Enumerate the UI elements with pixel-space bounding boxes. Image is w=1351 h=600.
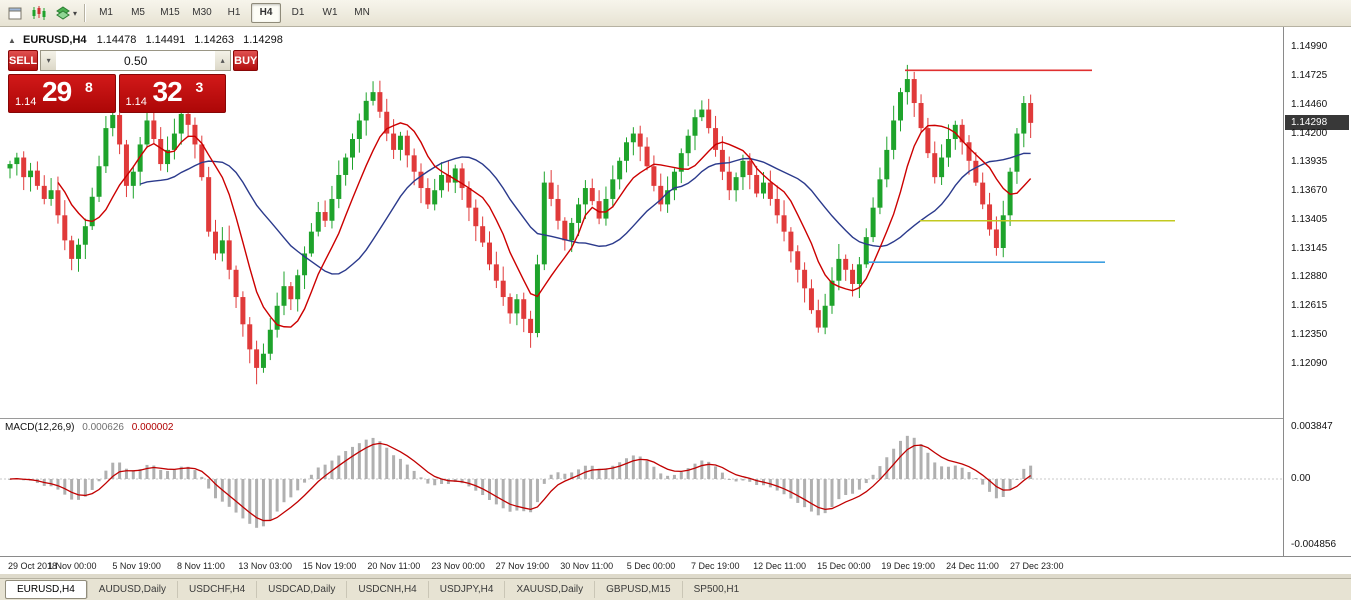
macd-indicator-label: MACD(12,26,9) 0.000626 0.000002 [5, 422, 173, 433]
toolbar-separator [84, 4, 86, 22]
sell-button[interactable]: SELL [8, 50, 39, 71]
time-axis-label: 27 Dec 23:00 [1010, 561, 1064, 571]
tf-button-d1[interactable]: D1 [291, 7, 305, 18]
time-axis-label: 30 Nov 11:00 [560, 561, 614, 571]
macd-scale-label: 0.00 [1291, 473, 1311, 484]
window-glyph [8, 7, 22, 19]
tab-usdcnh-h4[interactable]: USDCNH,H4 [346, 581, 427, 598]
price-tick-label: 1.12090 [1291, 357, 1328, 369]
tab-usdcad-daily[interactable]: USDCAD,Daily [256, 581, 346, 598]
buy-price-prefix: 1.14 [125, 96, 147, 108]
chart-window: ▲ EURUSD,H4 1.14478 1.14491 1.14263 1.14… [0, 27, 1351, 600]
volume-increase-button[interactable]: ▴ [215, 51, 231, 70]
time-axis-label: 15 Nov 19:00 [302, 561, 357, 571]
sell-price-prefix: 1.14 [15, 96, 37, 108]
volume-decrease-button[interactable]: ▾ [41, 51, 57, 70]
tab-audusd-daily[interactable]: AUDUSD,Daily [86, 581, 177, 598]
time-axis-label: 19 Dec 19:00 [881, 561, 935, 571]
tab-sp500-h1[interactable]: SP500,H1 [681, 581, 751, 598]
price-tick-label: 1.12880 [1291, 271, 1328, 283]
buy-price-sup: 3 [195, 79, 204, 95]
indicators-dropdown-caret[interactable]: ▾ [73, 8, 78, 18]
price-scale[interactable]: 1.14298 1.14990 1.14725 1.14460 1.14200 1.13… [1283, 27, 1351, 556]
time-axis-label: 15 Dec 00:00 [817, 561, 871, 571]
macd-scale-label: -0.004856 [1291, 538, 1337, 550]
tf-button-m30[interactable]: M30 [192, 7, 212, 18]
time-axis-label: 29 Oct 2018 [8, 561, 58, 571]
price-tick-label: 1.13145 [1291, 242, 1328, 254]
sell-price-big: 29 [42, 76, 72, 107]
macd-main-value: 0.000626 [82, 422, 124, 433]
macd-name: MACD(12,26,9) [5, 422, 75, 433]
price-tick-label: 1.14990 [1291, 41, 1328, 53]
macd-signal-line [9, 442, 1032, 522]
ma-fast-line [57, 122, 1032, 328]
time-axis-label: 20 Nov 11:00 [367, 561, 421, 571]
ohlc-open: 1.14478 [96, 34, 137, 46]
tf-button-h1[interactable]: H1 [227, 7, 241, 18]
time-axis-label: 23 Nov 00:00 [431, 561, 485, 571]
ma-slow-line [139, 152, 1031, 275]
indicators-icon[interactable] [52, 2, 74, 24]
candlestick-glyph [32, 6, 46, 20]
tab-xauusd-daily[interactable]: XAUUSD,Daily [504, 581, 594, 598]
candles-layer [7, 64, 1034, 385]
ohlc-close: 1.14298 [243, 34, 283, 46]
toolbar: ▾ M1 M5 M15 M30 H1 H4 D1 W1 MN [0, 0, 1351, 27]
ohlc-high: 1.14491 [145, 34, 186, 46]
price-tick-label: 1.12350 [1291, 329, 1328, 341]
time-axis-label: 5 Dec 00:00 [626, 561, 676, 571]
price-tick-label: 1.13405 [1291, 214, 1328, 226]
macd-signal-value: 0.000002 [131, 422, 174, 433]
tf-button-mn[interactable]: MN [354, 7, 370, 18]
tab-eurusd-h4[interactable]: EURUSD,H4 [5, 580, 87, 599]
chart-type-icon[interactable] [28, 2, 50, 24]
sell-price-sup: 8 [85, 79, 93, 95]
time-axis-label: 12 Dec 11:00 [753, 561, 807, 571]
ohlc-low: 1.14263 [194, 34, 235, 46]
time-axis-label: 1 Nov 00:00 [48, 561, 97, 571]
price-tick-label: 1.13670 [1291, 185, 1328, 197]
time-axis-label: 8 Nov 11:00 [176, 561, 225, 571]
time-axis-label: 7 Dec 19:00 [691, 561, 740, 571]
tf-button-m5[interactable]: M5 [131, 7, 145, 18]
sell-price-display[interactable]: 1.14 29 8 [8, 74, 116, 113]
tf-button-h4[interactable]: H4 [251, 3, 282, 23]
macd-histogram [8, 435, 1033, 528]
time-axis[interactable]: 29 Oct 2018 1 Nov 00:00 5 Nov 19:00 8 Nov 1… [0, 556, 1351, 574]
indicators-glyph [56, 6, 70, 20]
tab-usdjpy-h4[interactable]: USDJPY,H4 [427, 581, 505, 598]
macd-scale-label: 0.003847 [1291, 420, 1333, 432]
price-tick-label: 1.14460 [1291, 99, 1328, 111]
tab-usdchf-h4[interactable]: USDCHF,H4 [177, 581, 256, 598]
window-icon[interactable] [4, 2, 26, 24]
chart-tabs-bar: EURUSD,H4 AUDUSD,Daily USDCHF,H4 USDCAD,Dai… [0, 578, 1351, 600]
price-tick-label: 1.12615 [1291, 300, 1328, 312]
time-axis-label: 24 Dec 11:00 [946, 561, 999, 571]
timeframe-buttons: M1 M5 M15 M30 H1 H4 D1 W1 MN [90, 3, 378, 23]
volume-stepper: ▾ ▴ [40, 50, 232, 71]
time-axis-label: 5 Nov 19:00 [112, 561, 161, 571]
price-tick-label: 1.13935 [1291, 156, 1328, 168]
one-click-trading-panel: SELL ▾ ▴ BUY 1.14 29 8 1.14 32 3 [8, 50, 259, 113]
tf-button-m1[interactable]: M1 [99, 7, 113, 18]
volume-input[interactable] [56, 51, 216, 70]
price-tick-label: 1.14200 [1291, 127, 1328, 139]
buy-price-big: 32 [152, 76, 183, 107]
horizontal-scrollbar[interactable] [0, 574, 1351, 578]
current-price-badge: 1.14298 [1285, 114, 1349, 130]
buy-price-display[interactable]: 1.14 32 3 [118, 74, 226, 113]
buy-button[interactable]: BUY [233, 50, 259, 71]
chart-symbol-label: EURUSD,H4 [22, 34, 87, 46]
collapse-trade-panel-icon[interactable]: ▲ [8, 36, 16, 45]
time-axis-label: 13 Nov 03:00 [238, 561, 292, 571]
tab-gbpusd-m15[interactable]: GBPUSD,M15 [594, 581, 681, 598]
chart-ohlc-header: ▲ EURUSD,H4 1.14478 1.14491 1.14263 1.14… [8, 34, 289, 46]
price-tick-label: 1.14725 [1291, 70, 1328, 82]
tf-button-w1[interactable]: W1 [322, 7, 338, 18]
tf-button-m15[interactable]: M15 [160, 7, 180, 18]
time-axis-label: 27 Nov 19:00 [495, 561, 550, 571]
